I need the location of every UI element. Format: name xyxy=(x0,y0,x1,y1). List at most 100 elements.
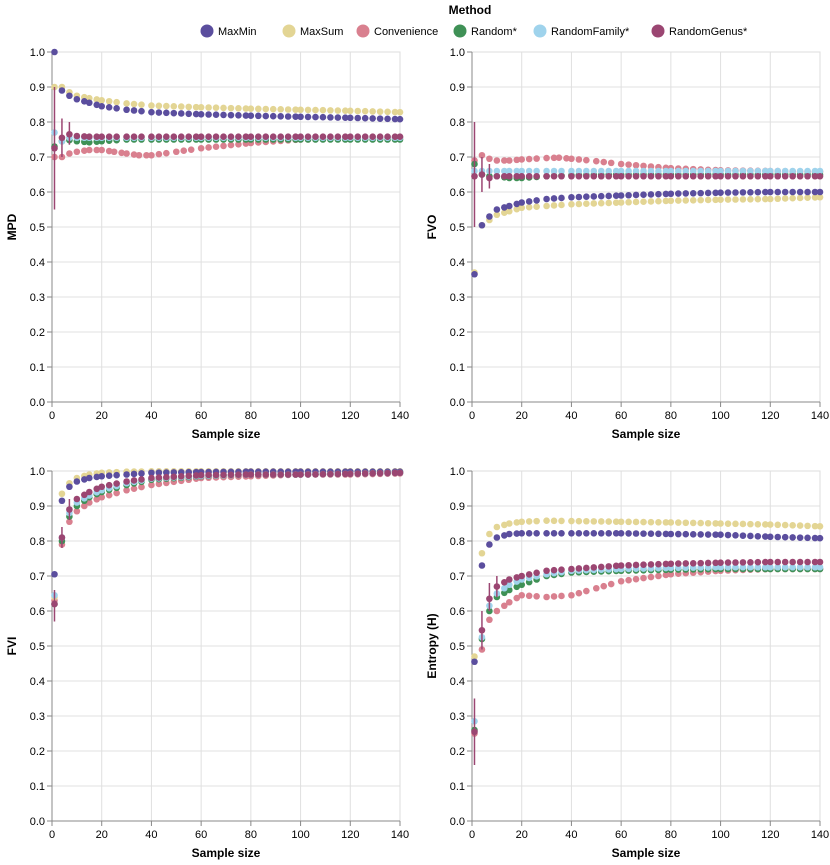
data-point xyxy=(640,167,647,175)
data-point xyxy=(732,172,739,180)
legend-item-convenience[interactable]: Convenience xyxy=(356,24,439,39)
data-point xyxy=(81,147,88,154)
y-tick-label: 0.6 xyxy=(30,187,45,199)
data-point xyxy=(662,197,670,205)
data-point xyxy=(505,530,513,538)
data-point xyxy=(486,530,493,538)
y-tick-label: 1.0 xyxy=(30,47,45,59)
data-point xyxy=(51,48,58,56)
data-point xyxy=(212,471,220,479)
data-point xyxy=(342,114,349,121)
data-point xyxy=(766,533,774,541)
data-point xyxy=(493,211,501,219)
data-point xyxy=(597,167,605,175)
data-point xyxy=(543,593,550,601)
data-point xyxy=(789,563,796,571)
y-tick-label: 0.6 xyxy=(30,606,45,618)
data-point xyxy=(766,558,774,566)
data-point xyxy=(98,146,106,154)
data-point xyxy=(284,113,292,120)
data-point xyxy=(319,113,327,121)
data-point xyxy=(513,156,521,164)
legend-item-maxmin[interactable]: MaxMin xyxy=(200,24,257,39)
data-point xyxy=(471,172,478,180)
data-point xyxy=(605,530,613,537)
y-tick-label: 0.3 xyxy=(450,292,465,304)
data-point xyxy=(525,518,533,525)
data-point xyxy=(640,561,647,569)
legend-item-random[interactable]: Random* xyxy=(453,24,518,39)
data-point xyxy=(227,471,235,479)
data-point xyxy=(704,519,712,527)
data-point xyxy=(550,517,558,525)
y-axis-title: Entropy (H) xyxy=(425,613,439,678)
data-point xyxy=(113,105,120,112)
data-point xyxy=(73,148,81,156)
data-point xyxy=(605,172,613,180)
data-point xyxy=(85,139,93,146)
data-point xyxy=(163,473,170,481)
data-point xyxy=(766,172,774,180)
data-point xyxy=(590,518,598,525)
data-point xyxy=(525,203,533,211)
data-point xyxy=(590,564,598,571)
data-point xyxy=(143,151,150,159)
data-point xyxy=(235,471,242,478)
data-point xyxy=(505,172,513,180)
data-point xyxy=(605,563,613,570)
data-point xyxy=(804,172,811,180)
data-point xyxy=(304,113,312,121)
series-maxmin xyxy=(51,48,404,123)
y-tick-label: 1.0 xyxy=(450,47,465,59)
data-point xyxy=(543,154,550,162)
data-point xyxy=(781,563,789,571)
legend-item-randomgenus[interactable]: RandomGenus* xyxy=(651,24,748,39)
x-tick-label: 80 xyxy=(665,829,677,841)
data-point xyxy=(478,626,486,634)
data-point xyxy=(51,600,58,608)
data-point xyxy=(704,531,712,538)
data-point xyxy=(739,172,747,180)
data-point xyxy=(766,563,774,571)
data-point xyxy=(197,471,205,479)
data-point xyxy=(662,519,670,526)
y-axis-title: MPD xyxy=(5,213,19,240)
x-tick-label: 0 xyxy=(49,829,55,841)
x-tick-label: 60 xyxy=(615,829,627,841)
data-point xyxy=(518,591,526,599)
data-point xyxy=(732,559,739,566)
data-point xyxy=(205,111,212,118)
data-point xyxy=(155,109,163,116)
data-point xyxy=(655,530,662,538)
data-point xyxy=(766,195,774,203)
legend-item-randomfamily[interactable]: RandomFamily* xyxy=(533,24,630,39)
data-point xyxy=(85,133,93,140)
y-tick-label: 0.1 xyxy=(30,781,45,793)
data-point xyxy=(739,167,747,175)
data-point xyxy=(640,198,647,206)
y-axis-title: FVO xyxy=(425,215,439,240)
data-point xyxy=(334,114,342,121)
data-point xyxy=(762,188,769,196)
legend-swatch xyxy=(200,24,214,38)
data-point xyxy=(478,221,486,229)
data-point xyxy=(255,112,262,120)
legend-item-maxsum[interactable]: MaxSum xyxy=(282,24,344,39)
data-point xyxy=(501,209,508,216)
legend-swatch xyxy=(651,24,665,38)
data-point xyxy=(148,102,155,109)
data-point xyxy=(130,133,138,140)
data-point xyxy=(135,151,143,159)
data-point xyxy=(163,102,170,110)
data-point xyxy=(774,521,782,529)
data-point xyxy=(754,188,762,196)
data-point xyxy=(675,197,682,204)
data-point xyxy=(525,592,533,600)
data-point xyxy=(732,196,739,203)
data-point xyxy=(220,111,227,119)
data-point xyxy=(185,103,193,111)
data-point xyxy=(550,154,558,162)
y-tick-label: 0.0 xyxy=(30,816,45,828)
data-point xyxy=(717,531,724,538)
legend-label: RandomGenus* xyxy=(669,26,748,38)
